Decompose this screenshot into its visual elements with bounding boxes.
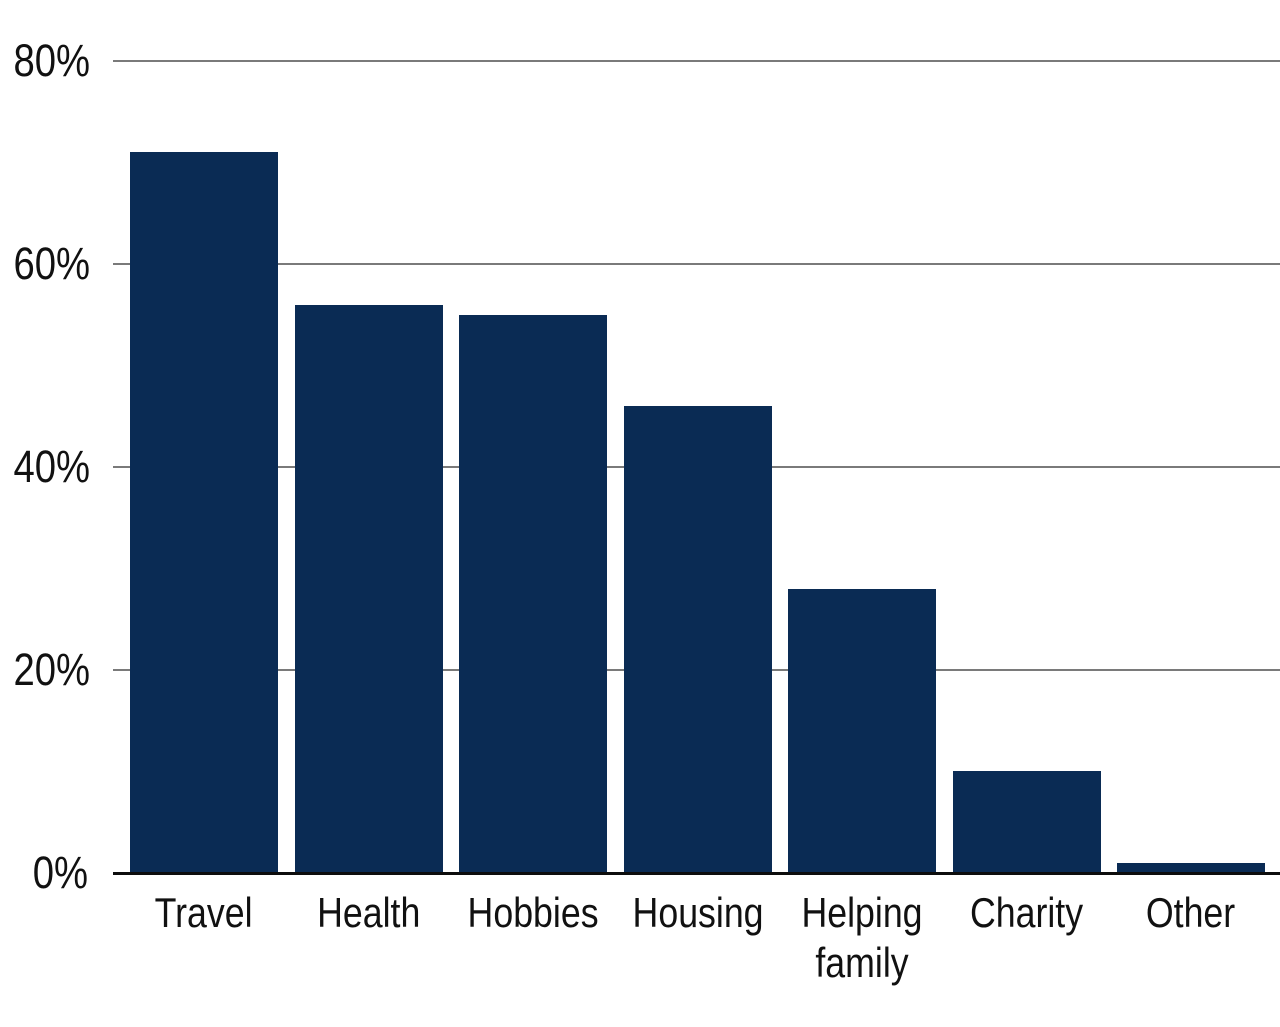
y-axis-tick-text: 80% (13, 35, 91, 86)
bar-health (295, 305, 443, 873)
x-axis-label-other: Other (1096, 888, 1280, 938)
y-axis-tick-text: 0% (32, 847, 88, 898)
x-axis-label-text: Hobbies (467, 889, 599, 936)
y-axis-tick-label-20: 20% (0, 644, 91, 695)
y-axis-tick-text: 20% (13, 644, 91, 695)
gridline-60 (113, 263, 1280, 265)
x-axis-label-helping-family: Helping family (767, 888, 957, 988)
x-axis-baseline (113, 872, 1280, 875)
x-axis-label-text: Charity (970, 889, 1084, 936)
y-axis-tick-label-0: 0% (0, 848, 88, 898)
x-axis-label-charity: Charity (932, 888, 1122, 938)
gridline-80 (113, 60, 1280, 62)
x-axis-label-text: Travel (155, 889, 253, 936)
bar-other (1117, 863, 1265, 873)
bar-travel (130, 152, 278, 873)
bar-helping-family (788, 589, 936, 873)
x-axis-label-hobbies: Hobbies (438, 888, 628, 938)
x-axis-label-text: Housing (632, 889, 764, 936)
y-axis-tick-label-60: 60% (0, 238, 91, 289)
x-axis-label-health: Health (274, 888, 464, 938)
bar-charity (953, 771, 1101, 873)
x-axis-label-text: Helping family (801, 889, 923, 986)
plot-area (113, 60, 1280, 873)
x-axis-label-text: Other (1146, 889, 1236, 936)
bar-hobbies (459, 315, 607, 873)
x-axis-label-text: Health (317, 889, 421, 936)
y-axis-tick-text: 40% (13, 441, 91, 492)
y-axis-tick-label-40: 40% (0, 441, 91, 492)
y-axis-tick-label-80: 80% (0, 35, 91, 86)
y-axis-tick-text: 60% (13, 238, 91, 289)
x-axis-label-travel: Travel (109, 888, 299, 938)
x-axis-label-housing: Housing (603, 888, 793, 938)
bar-housing (624, 406, 772, 873)
